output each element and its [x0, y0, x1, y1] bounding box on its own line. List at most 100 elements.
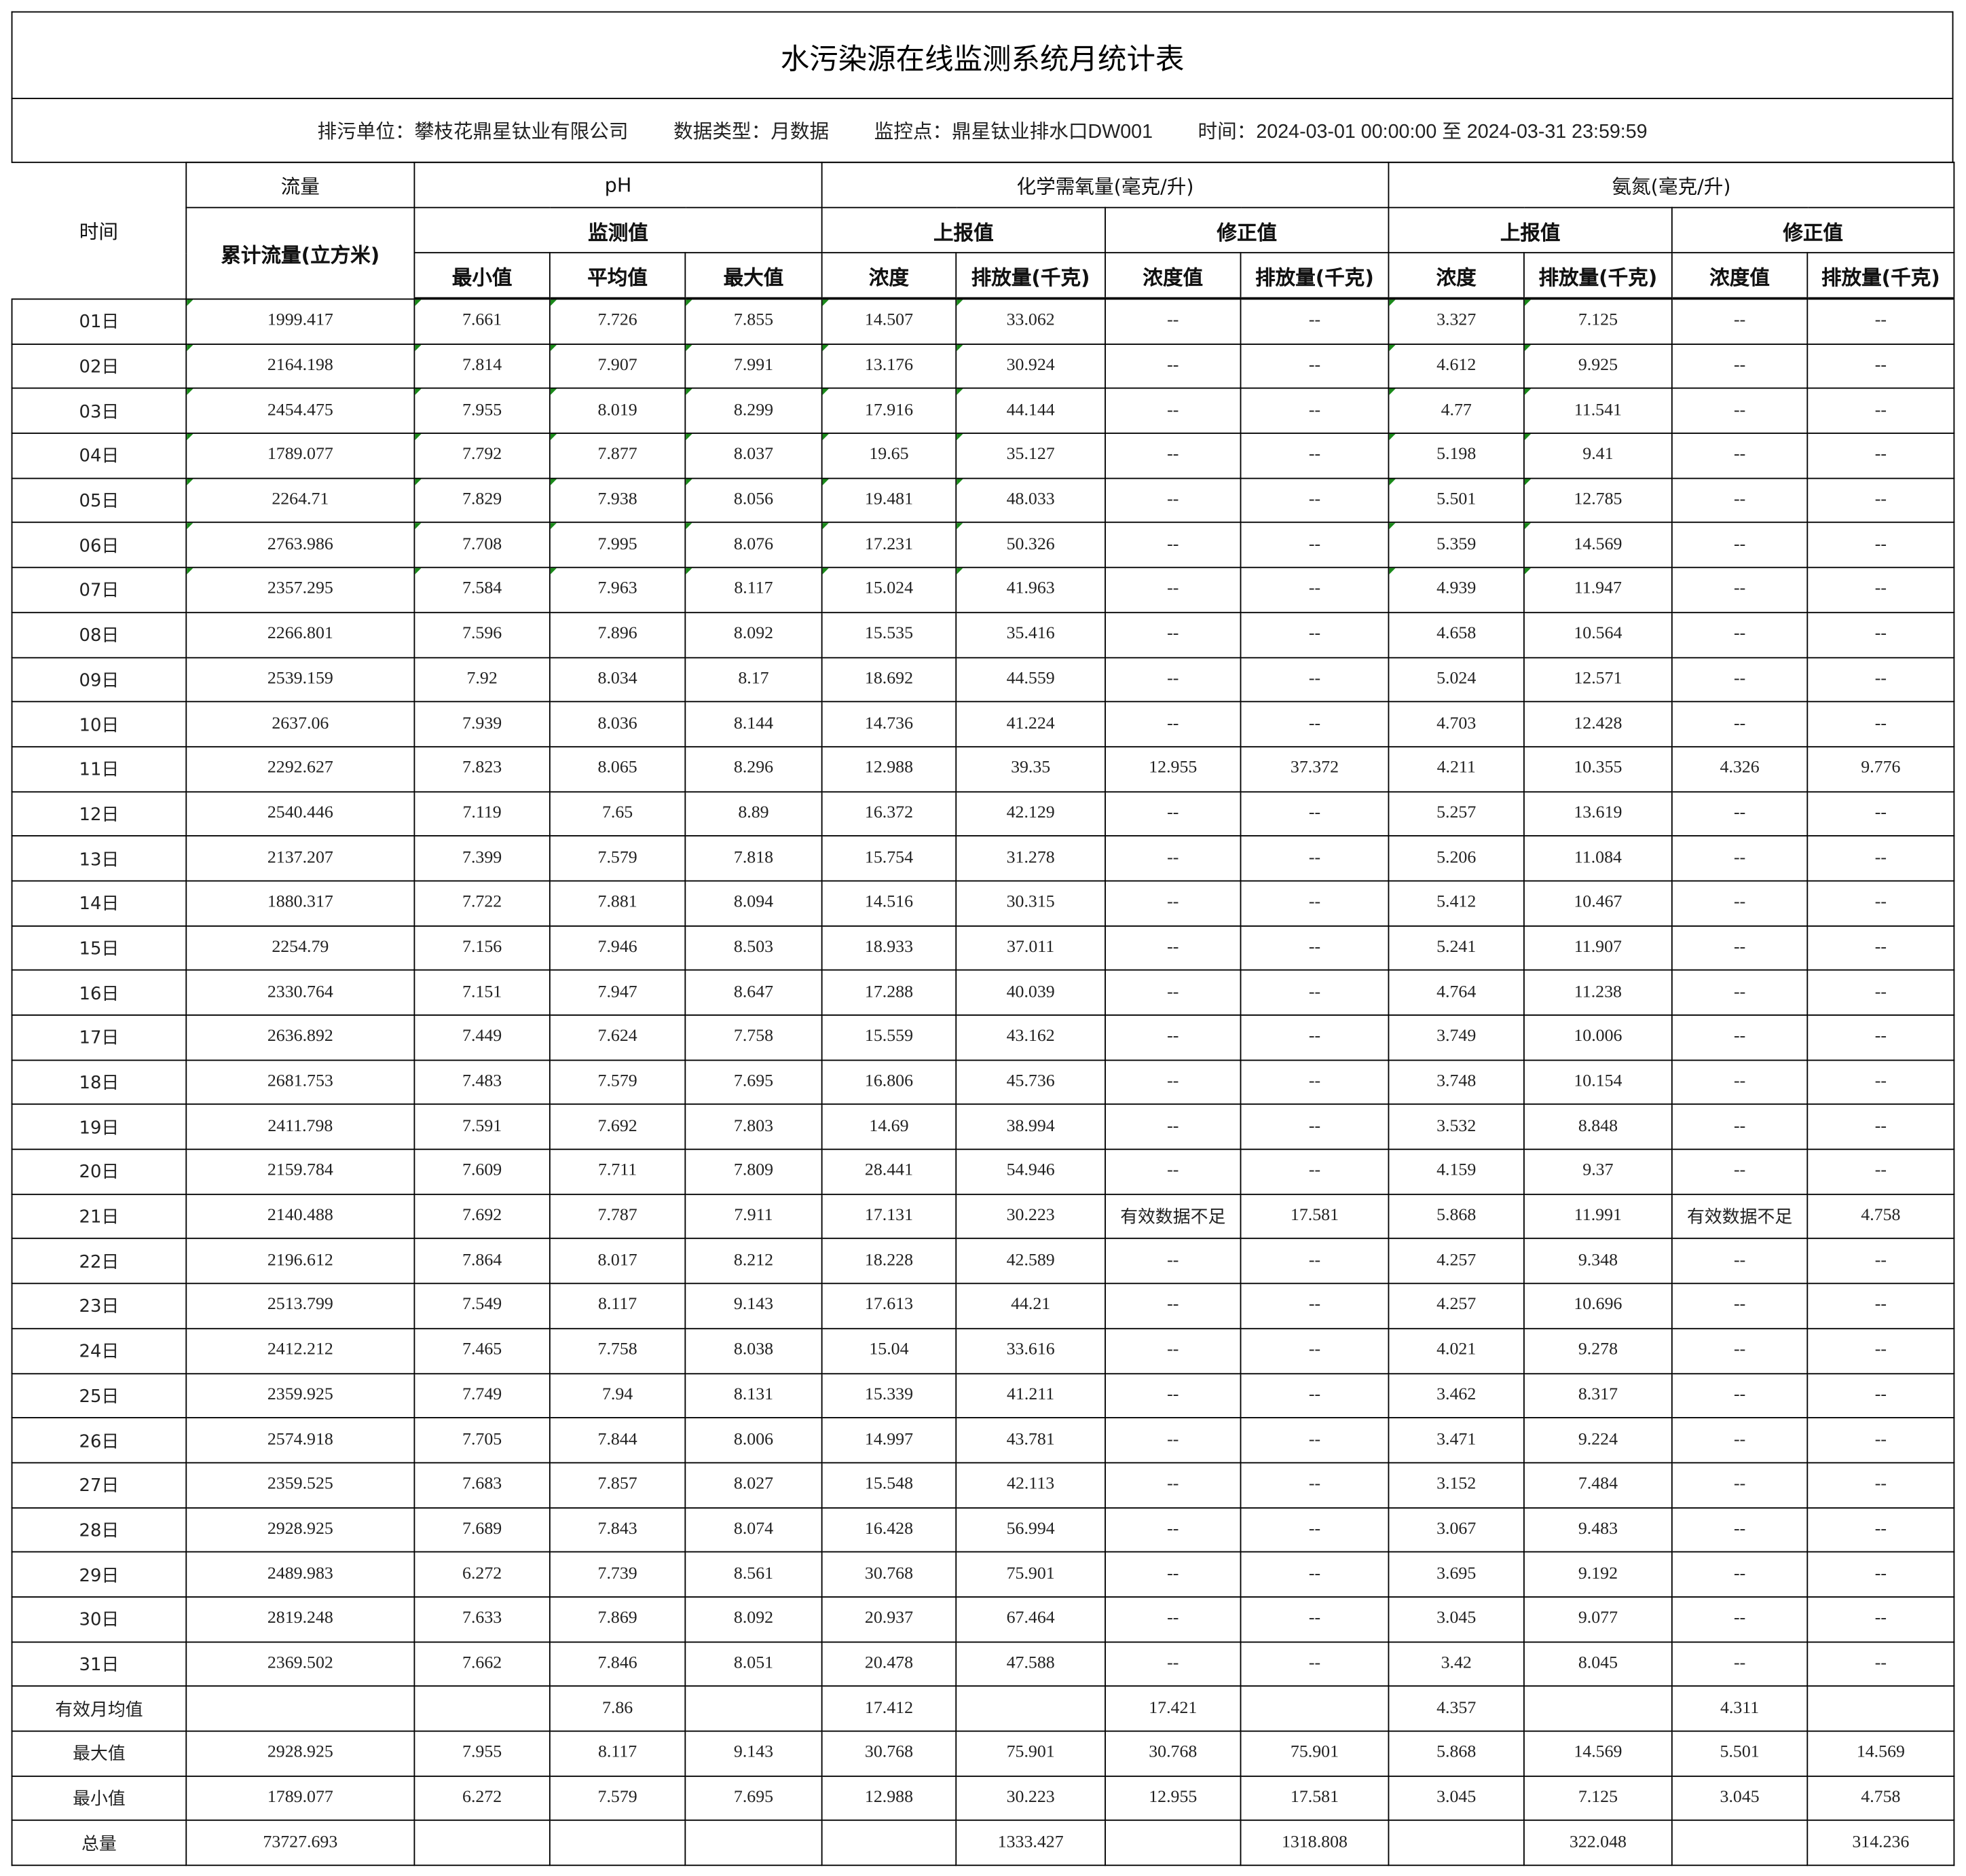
cell-cod-emission: 38.994 [955, 1103, 1106, 1150]
cell-nh3-corr-conc: -- [1671, 1507, 1809, 1553]
cell-nh3-corr-conc: -- [1671, 1417, 1809, 1464]
summary-row: 最小值 1789.077 6.272 7.579 7.695 12.988 30.223 12… [11, 1775, 1955, 1822]
cell-ph-min: 7.692 [413, 1193, 551, 1240]
cell-flow-total: 1789.077 [185, 433, 415, 479]
cell-cod-emission: 30.223 [955, 1193, 1106, 1240]
cell-nh3-corr-conc: -- [1671, 611, 1809, 658]
cell-ph-avg: 7.869 [549, 1596, 686, 1642]
cell-cod-conc: 15.339 [821, 1372, 957, 1419]
table-row: 31日 2369.502 7.662 7.846 8.051 20.478 47.588 --… [11, 1640, 1955, 1687]
cell-ph-max: 8.144 [684, 701, 823, 748]
cell-nh3-emission: 11.541 [1523, 388, 1673, 435]
cell-ph-max: 8.094 [684, 880, 823, 927]
cell-nh3-emission: 9.925 [1523, 343, 1673, 390]
cell-time: 10日 [11, 701, 187, 748]
header-nh3-corr-emission: 排放量(千克) [1806, 252, 1955, 300]
cell-nh3-conc [1388, 1820, 1525, 1866]
cell-ph-max: 8.296 [684, 746, 823, 792]
cell-ph-max [684, 1685, 823, 1732]
cell-ph-avg: 8.019 [549, 388, 686, 435]
cell-ph-max: 8.038 [684, 1327, 823, 1374]
cell-time: 17日 [11, 1014, 187, 1061]
cell-flow-total: 2636.892 [185, 1014, 415, 1061]
cell-cod-emission: 33.062 [955, 297, 1106, 345]
cell-flow-total: 2489.983 [185, 1551, 415, 1598]
cell-nh3-corr-emission: -- [1806, 880, 1955, 927]
cell-flow-total: 2540.446 [185, 790, 415, 837]
cell-nh3-conc: 3.045 [1388, 1596, 1525, 1642]
cell-nh3-conc: 4.257 [1388, 1238, 1525, 1285]
cell-ph-max: 8.006 [684, 1417, 823, 1464]
cell-ph-avg: 7.65 [549, 790, 686, 837]
cell-ph-min: 7.705 [413, 1417, 551, 1464]
cell-cod-conc: 14.736 [821, 701, 957, 748]
header-ph-monitor: 监测值 [413, 206, 823, 254]
cell-cod-emission: 35.416 [955, 611, 1106, 658]
cell-nh3-corr-conc: -- [1671, 1551, 1809, 1598]
cell-time: 13日 [11, 835, 187, 882]
cell-cod-conc: 15.559 [821, 1014, 957, 1061]
header-cod-corr-emission: 排放量(千克) [1240, 252, 1390, 300]
cell-cod-emission: 30.223 [955, 1775, 1106, 1822]
cell-time: 24日 [11, 1327, 187, 1374]
cell-ph-avg: 7.881 [549, 880, 686, 927]
cell-nh3-conc: 4.703 [1388, 701, 1525, 748]
table-row: 20日 2159.784 7.609 7.711 7.809 28.441 54.946 --… [11, 1148, 1955, 1195]
cell-time: 31日 [11, 1640, 187, 1687]
cell-cod-corr-emission: -- [1240, 925, 1390, 972]
cell-ph-min [413, 1820, 551, 1866]
cell-nh3-conc: 5.241 [1388, 925, 1525, 972]
cell-time: 15日 [11, 925, 187, 972]
cell-flow-total: 2359.925 [185, 1372, 415, 1419]
cell-ph-max: 9.143 [684, 1730, 823, 1777]
cell-time: 有效月均值 [11, 1685, 187, 1732]
cell-nh3-corr-conc: -- [1671, 925, 1809, 972]
cell-ph-min: 7.119 [413, 790, 551, 837]
cell-cod-emission: 47.588 [955, 1640, 1106, 1687]
cell-cod-conc: 12.988 [821, 746, 957, 792]
cell-cod-conc: 18.692 [821, 656, 957, 703]
cell-flow-total: 2819.248 [185, 1596, 415, 1642]
cell-nh3-emission: 9.483 [1523, 1507, 1673, 1553]
cell-nh3-corr-emission: -- [1806, 343, 1955, 390]
cell-time: 01日 [11, 297, 187, 345]
cell-nh3-corr-conc: -- [1671, 1103, 1809, 1150]
cell-ph-avg: 7.711 [549, 1148, 686, 1195]
cell-ph-avg: 8.017 [549, 1238, 686, 1285]
table-body: 01日 1999.417 7.661 7.726 7.855 14.507 33.062 --… [11, 297, 1955, 1866]
cell-cod-corr-conc: -- [1105, 1148, 1242, 1195]
cell-ph-max: 8.647 [684, 970, 823, 1016]
cell-time: 03日 [11, 388, 187, 435]
cell-cod-conc: 20.937 [821, 1596, 957, 1642]
cell-nh3-corr-emission: -- [1806, 522, 1955, 568]
table-row: 08日 2266.801 7.596 7.896 8.092 15.535 35.416 --… [11, 611, 1955, 658]
time-range-label: 时间： [1198, 120, 1257, 143]
cell-ph-max: 7.695 [684, 1059, 823, 1105]
cell-flow-total: 2637.06 [185, 701, 415, 748]
header-cod-reported: 上报值 [821, 206, 1106, 254]
cell-ph-min: 7.151 [413, 970, 551, 1016]
statistics-table: 时间 流量 pH 化学需氧量(毫克/升) 氨氮(毫克/升) 累计流量(立方米) … [11, 162, 1955, 1866]
cell-cod-corr-conc: -- [1105, 1238, 1242, 1285]
monitor-point-label: 监控点： [874, 120, 952, 143]
cell-cod-emission: 30.315 [955, 880, 1106, 927]
cell-cod-emission: 30.924 [955, 343, 1106, 390]
cell-cod-conc: 18.228 [821, 1238, 957, 1285]
cell-nh3-corr-emission: -- [1806, 701, 1955, 748]
cell-cod-corr-conc: -- [1105, 522, 1242, 568]
cell-nh3-corr-conc: -- [1671, 790, 1809, 837]
cell-time: 19日 [11, 1103, 187, 1150]
cell-cod-corr-emission [1240, 1685, 1390, 1732]
cell-time: 28日 [11, 1507, 187, 1553]
cell-nh3-emission: 11.947 [1523, 567, 1673, 613]
cell-nh3-corr-conc: -- [1671, 970, 1809, 1016]
cell-flow-total: 2513.799 [185, 1283, 415, 1329]
cell-time: 02日 [11, 343, 187, 390]
cell-cod-emission: 40.039 [955, 970, 1106, 1016]
cell-ph-avg: 8.036 [549, 701, 686, 748]
header-ph-max: 最大值 [684, 252, 823, 300]
cell-nh3-emission: 10.154 [1523, 1059, 1673, 1105]
cell-nh3-corr-emission: 9.776 [1806, 746, 1955, 792]
cell-nh3-emission: 8.317 [1523, 1372, 1673, 1419]
cell-flow-total: 2164.198 [185, 343, 415, 390]
